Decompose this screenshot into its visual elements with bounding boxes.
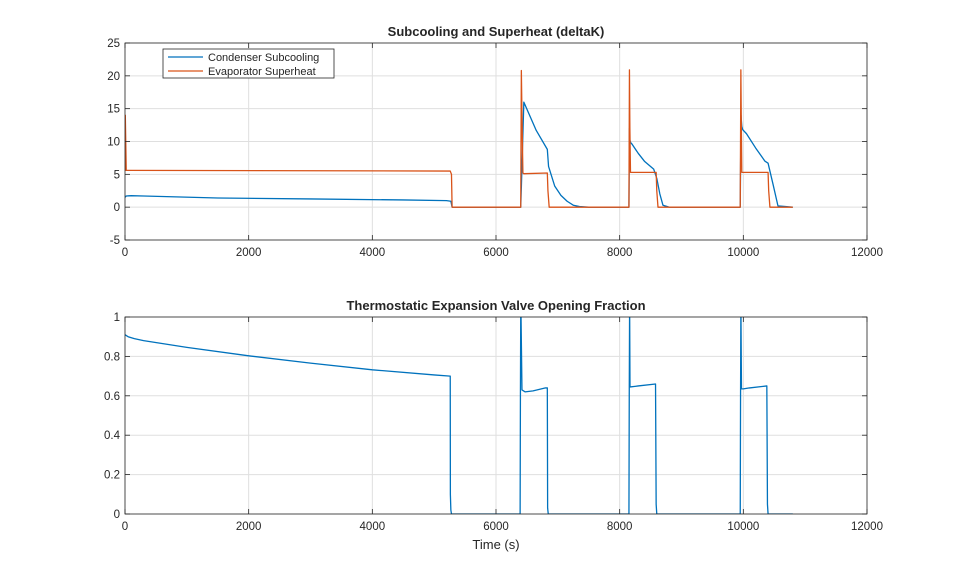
y-tick-label: 5: [114, 169, 120, 181]
chart-title: Subcooling and Superheat (deltaK): [388, 24, 605, 39]
series-group: [125, 69, 793, 208]
y-tick-label: 0.6: [104, 391, 120, 403]
series-line-txv-opening-fraction: [125, 317, 793, 514]
x-tick-label: 8000: [607, 247, 633, 259]
subplot-txv-opening: 0 2000 4000 6000 8000 10000 12000 0 0.2 0.4 0.6 0.8…: [104, 298, 883, 552]
x-tick-label: 12000: [851, 521, 883, 533]
legend-entry-label: Condenser Subcooling: [208, 52, 319, 64]
x-tick-label: 2000: [236, 521, 262, 533]
x-tick-label: 2000: [236, 247, 262, 259]
series-group: [125, 317, 793, 514]
x-tick-label: 4000: [360, 247, 386, 259]
y-tick-label: -5: [110, 235, 120, 247]
legend-box: [162, 48, 335, 79]
y-tick-label: 25: [107, 38, 120, 50]
x-tick-label: 6000: [483, 247, 509, 259]
y-tick-label: 1: [114, 312, 120, 324]
series-line-evaporator-superheat: [125, 69, 793, 208]
legend: Condenser Subcooling Evaporator Superheat: [162, 48, 335, 79]
x-tick-label: 0: [122, 247, 128, 259]
chart-title: Thermostatic Expansion Valve Opening Fra…: [346, 298, 645, 313]
x-tick-label: 12000: [851, 247, 883, 259]
y-tick-label: 15: [107, 104, 120, 116]
y-tick-label: 0: [114, 202, 120, 214]
y-tick-label: 10: [107, 137, 120, 149]
y-tick-label: 0.8: [104, 351, 120, 363]
x-tick-label: 6000: [483, 521, 509, 533]
subplot-superheat: 0 2000 4000 6000 8000 10000 12000-50510152025S…: [107, 24, 883, 259]
legend-entry-label: Evaporator Superheat: [208, 66, 316, 78]
x-axis-label: Time (s): [472, 537, 519, 552]
x-tick-label: 10000: [727, 521, 759, 533]
x-tick-label: 4000: [360, 521, 386, 533]
y-tick-label: 0.2: [104, 470, 120, 482]
x-tick-label: 8000: [607, 521, 633, 533]
x-tick-label: 0: [122, 521, 128, 533]
x-tick-label: 10000: [727, 247, 759, 259]
y-tick-label: 0: [114, 509, 120, 521]
y-tick-label: 0.4: [104, 430, 121, 442]
y-tick-label: 20: [107, 71, 120, 83]
